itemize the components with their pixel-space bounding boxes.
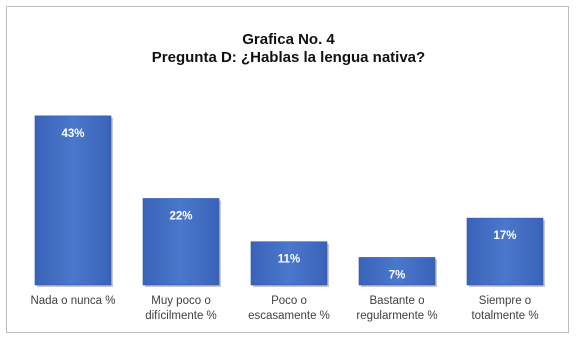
category-label: Poco o escasamente % bbox=[248, 295, 330, 322]
category-label-line: difícilmente % bbox=[145, 310, 217, 322]
bar bbox=[34, 115, 112, 286]
category-label: Siempre o totalmente % bbox=[471, 295, 538, 322]
category-label-line: Nada o nunca % bbox=[30, 295, 115, 307]
category-label-line: regularmente % bbox=[356, 310, 437, 322]
data-label: 17% bbox=[493, 230, 516, 242]
data-label: 7% bbox=[389, 269, 406, 281]
data-label: 43% bbox=[61, 128, 84, 140]
category-label: Bastante o regularmente % bbox=[356, 295, 437, 322]
chart-title: Grafica No. 4 bbox=[242, 31, 335, 48]
chart-subtitle: Pregunta D: ¿Hablas la lengua nativa? bbox=[151, 49, 426, 66]
bar bbox=[466, 217, 544, 286]
category-label-line: escasamente % bbox=[248, 310, 330, 322]
category-label: Nada o nunca % bbox=[30, 295, 115, 307]
data-label: 11% bbox=[278, 254, 300, 266]
category-label-line: Poco o bbox=[271, 295, 307, 307]
bar bbox=[142, 198, 220, 286]
category-label-line: Bastante o bbox=[370, 295, 425, 307]
category-label-line: Siempre o bbox=[479, 295, 531, 307]
data-label: 22% bbox=[169, 210, 192, 222]
category-label-line: totalmente % bbox=[471, 310, 538, 322]
category-label: Muy poco o difícilmente % bbox=[145, 295, 217, 322]
bar bbox=[250, 241, 328, 286]
category-label-line: Muy poco o bbox=[151, 295, 210, 307]
bar bbox=[358, 257, 436, 286]
